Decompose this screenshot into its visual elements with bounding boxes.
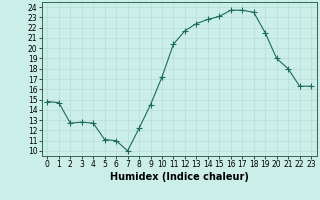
- X-axis label: Humidex (Indice chaleur): Humidex (Indice chaleur): [110, 172, 249, 182]
